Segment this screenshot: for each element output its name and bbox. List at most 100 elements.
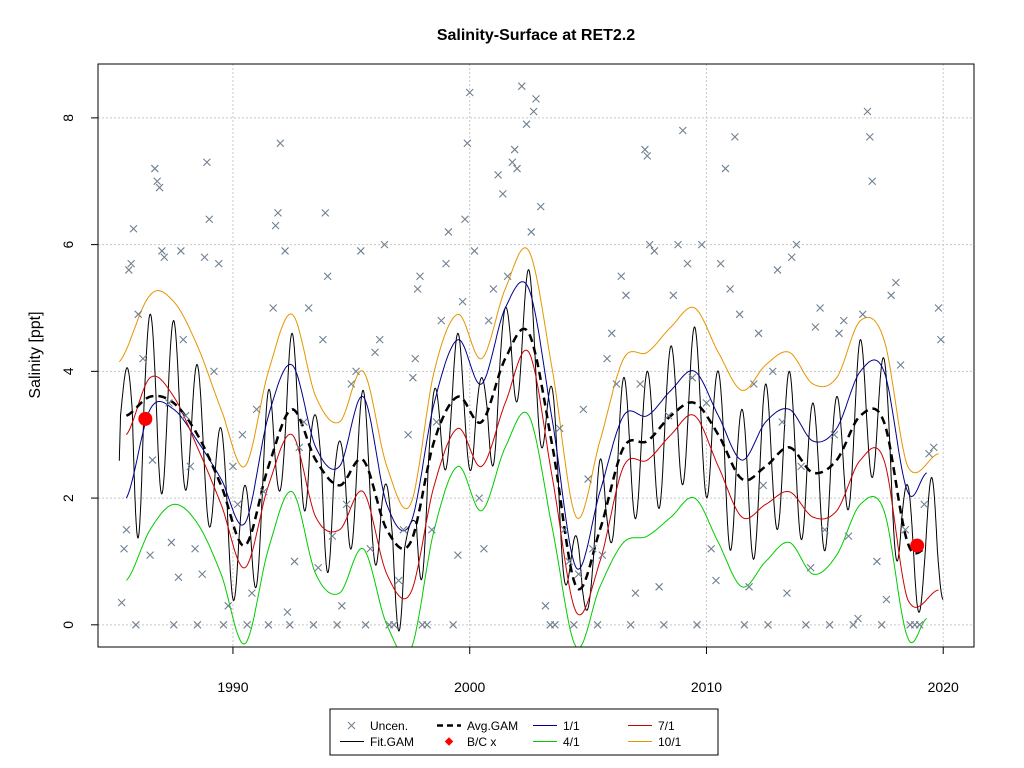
uncen-point xyxy=(274,209,282,217)
uncen-point xyxy=(593,620,602,629)
uncen-point xyxy=(726,285,735,293)
uncen-point xyxy=(787,253,796,262)
uncen-point xyxy=(361,620,370,629)
series-10-1 xyxy=(118,247,939,520)
uncen-point xyxy=(541,601,550,610)
uncen-point xyxy=(165,399,173,407)
uncen-point xyxy=(198,570,207,579)
uncen-point xyxy=(243,620,252,629)
uncen-point xyxy=(319,335,327,344)
uncen-point xyxy=(854,614,862,623)
uncen-point xyxy=(607,329,616,338)
uncen-point xyxy=(129,224,138,233)
y-axis-label: Salinity [ppt] xyxy=(27,311,44,398)
uncen-point xyxy=(480,544,488,553)
uncen-point xyxy=(693,620,701,629)
y-tick-label: 8 xyxy=(60,114,76,122)
uncen-point xyxy=(470,247,479,255)
uncen-point xyxy=(929,443,938,452)
uncen-point xyxy=(352,367,360,376)
uncen-point xyxy=(238,430,247,439)
legend: Uncen. Fit.GAM Avg.GAM B/C x 1/1 4/1 7/1 10/1 xyxy=(329,708,719,756)
uncen-point xyxy=(127,259,136,268)
uncen-point xyxy=(411,354,420,363)
uncen-point xyxy=(749,380,758,388)
uncen-point xyxy=(437,316,446,325)
axes-layer: 0 2 4 6 8 1990 2000 2010 2020 xyxy=(60,114,959,695)
uncen-point xyxy=(347,380,356,388)
uncen-point xyxy=(936,335,945,344)
uncen-point xyxy=(835,329,843,338)
uncen-point xyxy=(248,589,256,598)
uncen-point xyxy=(300,418,308,426)
uncen-point xyxy=(463,139,472,148)
uncen-point xyxy=(342,500,351,509)
uncen-point xyxy=(877,620,886,629)
uncen-point xyxy=(259,487,268,496)
series-avg-gam xyxy=(125,327,927,591)
y-tick-label: 6 xyxy=(60,241,76,249)
x-tick-label: 1990 xyxy=(217,679,248,695)
uncen-point xyxy=(276,139,285,148)
uncen-point xyxy=(158,247,166,255)
uncen-point xyxy=(205,215,214,224)
legend-box xyxy=(329,708,719,756)
uncen-point xyxy=(465,88,474,97)
uncen-point xyxy=(432,418,441,426)
uncen-point xyxy=(224,601,233,610)
uncen-point xyxy=(754,329,763,338)
uncen-point xyxy=(169,620,178,629)
uncen-point xyxy=(802,620,810,629)
uncen-point xyxy=(167,538,176,547)
uncen-point xyxy=(489,285,498,293)
x-tick-label: 2020 xyxy=(928,679,959,695)
uncen-point xyxy=(598,551,607,560)
uncen-point xyxy=(631,589,640,598)
uncen-point xyxy=(269,304,278,312)
uncen-point xyxy=(179,335,188,344)
uncen-point xyxy=(915,620,924,629)
uncen-point xyxy=(773,266,782,274)
uncen-point xyxy=(712,576,720,585)
uncen-point xyxy=(475,494,484,502)
uncen-point xyxy=(390,620,398,629)
uncen-point xyxy=(290,557,299,566)
uncen-point xyxy=(603,354,611,363)
uncen-point xyxy=(423,620,431,629)
uncen-point xyxy=(394,576,403,585)
uncen-point xyxy=(588,544,597,553)
uncen-point xyxy=(858,310,867,319)
uncen-point xyxy=(233,500,242,509)
uncen-point xyxy=(584,475,592,483)
uncen-point xyxy=(191,544,199,553)
uncen-point xyxy=(399,525,408,534)
uncen-point xyxy=(155,183,164,192)
uncen-point xyxy=(612,380,621,388)
uncen-point xyxy=(252,405,261,414)
uncen-point xyxy=(721,164,730,173)
uncen-point xyxy=(745,582,753,591)
uncen-point xyxy=(522,120,531,129)
uncen-point xyxy=(664,411,673,420)
legend-symbol-uncen xyxy=(347,721,356,730)
uncen-point xyxy=(181,411,190,420)
uncen-point xyxy=(891,278,900,287)
uncen-point xyxy=(285,620,294,629)
uncen-point xyxy=(811,323,820,331)
uncen-point xyxy=(219,620,228,629)
uncen-point xyxy=(120,544,128,553)
uncen-point xyxy=(641,145,649,154)
uncen-point xyxy=(527,228,536,236)
legend-label-q7: 7/1 xyxy=(658,719,675,733)
uncen-point xyxy=(444,228,453,236)
uncen-point xyxy=(323,272,332,281)
uncen-point xyxy=(659,620,668,629)
uncen-point xyxy=(882,595,891,604)
uncen-point xyxy=(636,380,645,388)
uncen-point xyxy=(830,430,839,439)
uncen-point xyxy=(124,266,133,274)
uncen-point xyxy=(863,107,872,116)
uncen-point xyxy=(150,164,159,173)
uncen-point xyxy=(650,247,659,255)
